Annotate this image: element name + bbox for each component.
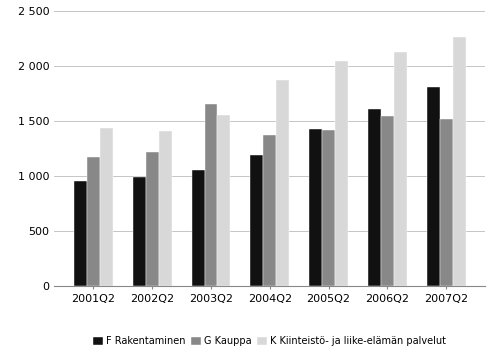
Bar xyxy=(427,87,440,286)
Bar xyxy=(440,119,452,286)
Bar xyxy=(381,116,394,286)
Bar xyxy=(87,158,100,286)
Bar xyxy=(146,153,159,286)
Bar xyxy=(192,170,204,286)
Bar xyxy=(263,135,276,286)
Bar xyxy=(100,127,113,286)
Bar xyxy=(250,155,263,286)
Bar xyxy=(368,109,381,286)
Bar xyxy=(309,129,322,286)
Bar xyxy=(133,177,146,286)
Bar xyxy=(74,180,87,286)
Legend: F Rakentaminen, G Kauppa, K Kiinteistö- ja liike-elämän palvelut: F Rakentaminen, G Kauppa, K Kiinteistö- … xyxy=(90,333,450,350)
Bar xyxy=(204,105,217,286)
Bar xyxy=(452,37,465,286)
Bar xyxy=(322,130,335,286)
Bar xyxy=(394,52,407,286)
Bar xyxy=(217,115,230,286)
Bar xyxy=(335,61,348,286)
Bar xyxy=(276,80,289,286)
Bar xyxy=(159,131,172,286)
